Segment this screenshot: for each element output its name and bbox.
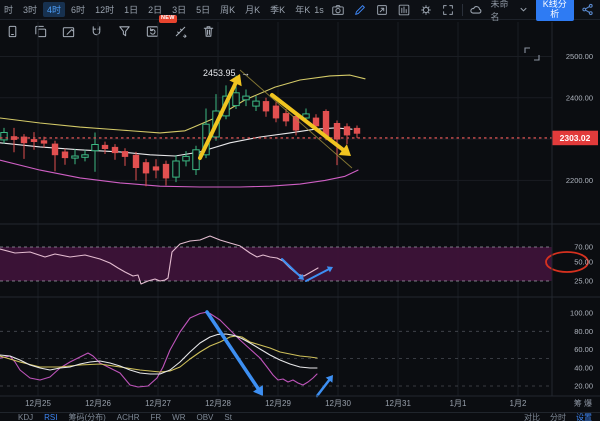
svg-text:2400.00: 2400.00 <box>566 93 593 102</box>
date-label: 12月30 <box>325 399 351 408</box>
header-right-group: 1s 未命名 K线分析 <box>314 0 600 23</box>
date-label: 12月26 <box>85 399 111 408</box>
svg-text:100.00: 100.00 <box>570 309 593 318</box>
drawing-toolbar <box>0 21 214 42</box>
timeframe-月K[interactable]: 月K <box>245 5 261 15</box>
indicator-tabs-row: KDJ RSI 筹码(分布) ACHR FR WR OBV St 对比 分时 设置 <box>0 412 600 421</box>
svg-text:20.00: 20.00 <box>574 382 593 391</box>
chevron-down-icon[interactable] <box>518 4 529 15</box>
kdj-panel <box>0 311 552 388</box>
filter-icon[interactable] <box>117 24 132 39</box>
gear-icon[interactable] <box>419 3 433 17</box>
cloud-icon <box>469 3 483 17</box>
svg-text:2500.00: 2500.00 <box>566 52 593 61</box>
order-panel-icon[interactable] <box>5 24 20 39</box>
interval-label: 1s <box>314 4 324 15</box>
svg-text:60.00: 60.00 <box>574 345 593 354</box>
date-label: 1月2 <box>510 399 527 408</box>
tool-tab-分时[interactable]: 分时 <box>550 413 566 421</box>
date-label: 12月27 <box>145 399 171 408</box>
timeframe-季K[interactable]: 季K <box>270 5 286 15</box>
timeframe-年K[interactable]: 年K <box>295 5 311 15</box>
timeframe-时[interactable]: 时 <box>4 5 14 15</box>
current-price-line: 2303.02 <box>0 130 598 146</box>
indicator-tab-RSI[interactable]: RSI <box>44 413 58 421</box>
pencil-icon[interactable] <box>353 3 367 17</box>
timeframe-2日[interactable]: 2日 <box>148 5 163 15</box>
svg-text:70.00: 70.00 <box>574 243 593 252</box>
rsi-panel <box>0 235 552 285</box>
trash-icon[interactable] <box>201 24 216 39</box>
indicator-tab-FR[interactable]: FR <box>150 413 162 421</box>
grid-layout-icon[interactable] <box>397 3 411 17</box>
indicator-tab-筹码(分布)[interactable]: 筹码(分布) <box>68 413 106 421</box>
timeframe-6时[interactable]: 6时 <box>71 5 86 15</box>
indicator-tab-WR[interactable]: WR <box>172 413 186 421</box>
svg-text:25.00: 25.00 <box>574 277 593 286</box>
tool-tab-对比[interactable]: 对比 <box>524 413 540 421</box>
highlight-circle-annotation[interactable] <box>545 251 589 273</box>
trend-line[interactable] <box>239 69 353 169</box>
timeframe-5日[interactable]: 5日 <box>196 5 211 15</box>
timeframe-3日[interactable]: 3日 <box>172 5 187 15</box>
timeframe-4时[interactable]: 4时 <box>43 2 66 17</box>
new-badge: NEW <box>159 15 177 23</box>
peak-price-label: 2453.95 <box>203 68 236 78</box>
date-label: 12月29 <box>265 399 291 408</box>
date-label: 1月1 <box>450 399 467 408</box>
timeframe-1日[interactable]: 1日 <box>124 5 139 15</box>
tool-tab-设置[interactable]: 设置 <box>576 413 592 421</box>
indicator-tab-KDJ[interactable]: KDJ <box>18 413 34 421</box>
indicator-tabs-right: 对比 分时 设置 <box>524 413 600 421</box>
kline-analysis-button[interactable]: K线分析 <box>535 0 574 22</box>
indicator-template-icon[interactable] <box>375 3 389 17</box>
share-icon[interactable] <box>581 3 594 16</box>
top-toolbar: 时 3时 4时 6时 12时 1日 2日 3日 5日 周K 月K 季K 年K 1s 未命名 K线分析 <box>0 0 600 23</box>
svg-text:2200.00: 2200.00 <box>566 176 593 185</box>
panel-separators <box>0 22 600 397</box>
date-label: 12月25 <box>25 399 51 408</box>
peak-arrow-glyph: → <box>241 68 250 78</box>
grid-lines <box>0 22 552 396</box>
header-divider <box>461 3 463 16</box>
axis-corner-buttons[interactable]: 筹 爆 <box>574 398 592 408</box>
layout-name[interactable]: 未命名 <box>490 0 509 22</box>
date-label: 12月31 <box>385 399 411 408</box>
candles-layer <box>0 75 361 187</box>
timeframe-3时[interactable]: 3时 <box>23 5 38 15</box>
indicator-tab-OBV[interactable]: OBV <box>196 413 214 421</box>
timeframe-周K[interactable]: 周K <box>220 5 236 15</box>
edit-note-icon[interactable] <box>61 24 76 39</box>
date-label: 12月28 <box>205 399 231 408</box>
timeframe-group: 时 3时 4时 6时 12时 1日 2日 3日 5日 周K 月K 季K 年K <box>0 2 314 17</box>
svg-text:50.00: 50.00 <box>574 258 593 267</box>
fullscreen-icon[interactable] <box>441 3 455 17</box>
svg-text:80.00: 80.00 <box>574 327 593 336</box>
indicator-tabs-left: KDJ RSI 筹码(分布) ACHR FR WR OBV St <box>0 413 232 421</box>
indicator-tab-St[interactable]: St <box>224 413 232 421</box>
indicator-tab-ACHR[interactable]: ACHR <box>116 413 140 421</box>
price-tag-value: 2303.02 <box>560 133 591 143</box>
expand-pane-icon[interactable] <box>524 47 540 61</box>
camera-icon[interactable] <box>331 3 345 17</box>
measure-icon[interactable] <box>173 24 188 39</box>
axis-labels: 2500.00 2400.00 2200.00 70.00 50.00 25.00 100.… <box>25 52 593 408</box>
svg-text:40.00: 40.00 <box>574 363 593 372</box>
chart-canvas[interactable]: 2303.02 2453.95 → 2500.00 2400.00 2200.00 70.0… <box>0 20 600 421</box>
price-tag <box>552 130 598 146</box>
timeframe-12时[interactable]: 12时 <box>95 5 115 15</box>
header-icons <box>331 3 455 17</box>
drawn-annotations[interactable]: 2453.95 → <box>198 68 351 398</box>
